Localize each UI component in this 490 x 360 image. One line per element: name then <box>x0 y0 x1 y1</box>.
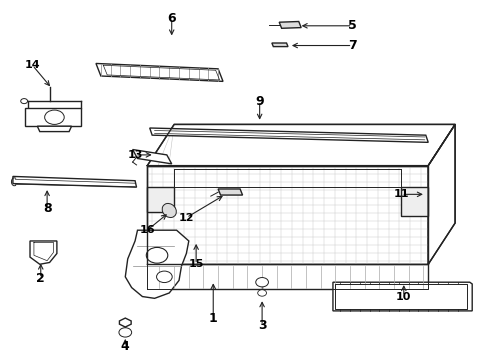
Polygon shape <box>272 43 288 46</box>
Polygon shape <box>147 187 174 212</box>
Text: 4: 4 <box>121 340 130 353</box>
Text: 16: 16 <box>140 225 155 235</box>
Polygon shape <box>125 230 189 298</box>
Text: 1: 1 <box>209 311 218 325</box>
Polygon shape <box>96 63 223 81</box>
Polygon shape <box>37 126 72 132</box>
Circle shape <box>119 328 132 337</box>
Text: 14: 14 <box>24 60 40 70</box>
Text: 3: 3 <box>258 319 267 332</box>
Polygon shape <box>147 264 428 289</box>
Text: 7: 7 <box>348 39 357 52</box>
Circle shape <box>147 247 168 263</box>
Text: 10: 10 <box>396 292 412 302</box>
Polygon shape <box>428 125 455 264</box>
Circle shape <box>45 110 64 125</box>
Polygon shape <box>147 166 428 264</box>
Polygon shape <box>150 128 428 142</box>
Text: 2: 2 <box>36 272 45 285</box>
Polygon shape <box>279 22 301 28</box>
Polygon shape <box>401 187 428 216</box>
Polygon shape <box>30 241 57 264</box>
Polygon shape <box>13 176 137 187</box>
Text: 13: 13 <box>127 150 143 160</box>
Text: 12: 12 <box>179 213 194 222</box>
Polygon shape <box>147 125 455 166</box>
Polygon shape <box>120 318 131 327</box>
Circle shape <box>157 271 172 283</box>
Text: 8: 8 <box>43 202 51 215</box>
Text: 9: 9 <box>255 95 264 108</box>
Polygon shape <box>133 149 172 164</box>
Polygon shape <box>218 189 243 195</box>
Polygon shape <box>333 282 472 311</box>
Polygon shape <box>25 108 81 126</box>
Ellipse shape <box>162 203 176 217</box>
Circle shape <box>256 278 269 287</box>
Text: 6: 6 <box>168 12 176 25</box>
Text: 5: 5 <box>348 19 357 32</box>
Text: 15: 15 <box>189 259 204 269</box>
Text: 11: 11 <box>393 189 409 199</box>
Circle shape <box>258 290 267 296</box>
Circle shape <box>21 99 27 104</box>
